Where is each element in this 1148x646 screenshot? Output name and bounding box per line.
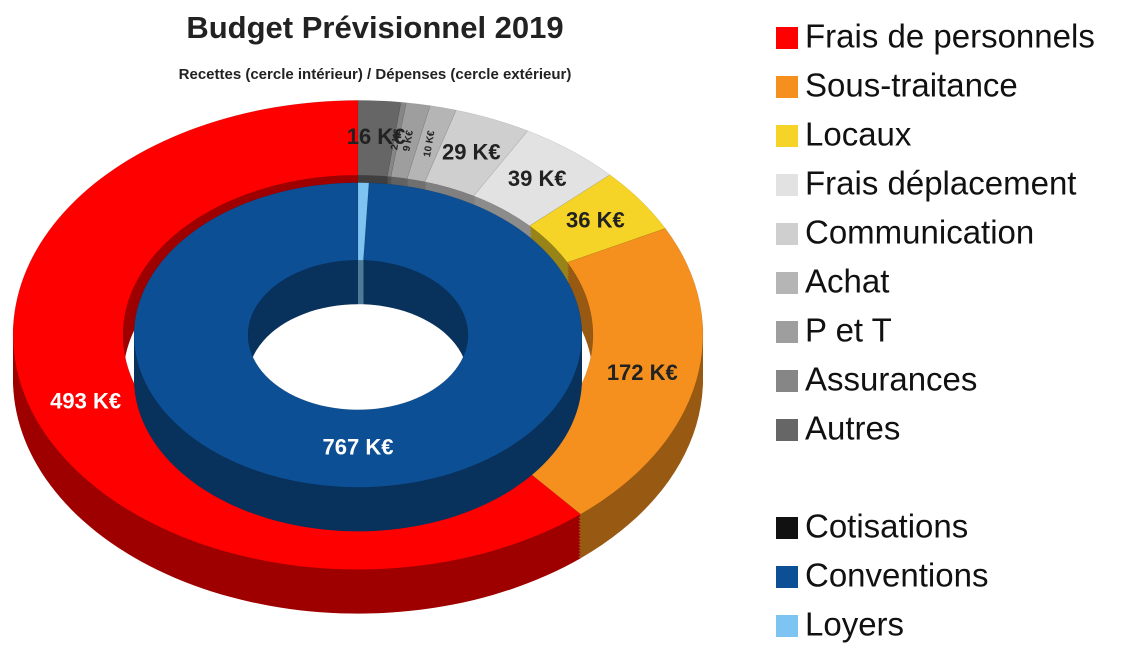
slice [424, 109, 529, 197]
legend-label: Frais déplacement [805, 165, 1076, 202]
legend-swatch [776, 321, 798, 343]
data-label: 493 K€ [50, 389, 121, 414]
legend-label: Loyers [805, 606, 904, 643]
legend-swatch [776, 223, 798, 245]
legend-label: Conventions [805, 557, 988, 594]
legend-swatch [776, 125, 798, 147]
legend-label: P et T [805, 312, 892, 349]
data-label: 36 K€ [566, 208, 625, 233]
legend-swatch [776, 370, 798, 392]
data-label: 767 K€ [323, 434, 394, 459]
legend-label: Communication [805, 214, 1034, 251]
data-label: 10 K€ [422, 129, 438, 158]
slice [406, 105, 457, 183]
legend-label: Frais de personnels [805, 18, 1095, 55]
legend-label: Autres [805, 410, 900, 447]
data-label: 16 K€ [347, 124, 406, 149]
legend-swatch [776, 27, 798, 49]
legend-swatch [776, 566, 798, 588]
legend-label: Achat [805, 263, 889, 300]
legend-label: Cotisations [805, 508, 968, 545]
legend-label: Assurances [805, 361, 977, 398]
slice [357, 182, 370, 261]
data-label: 2 K€ [389, 128, 404, 151]
legend-swatch [776, 272, 798, 294]
legend-swatch [776, 517, 798, 539]
data-label: 29 K€ [442, 139, 501, 164]
data-label: 172 K€ [607, 360, 678, 385]
data-label: 9 K€ [401, 129, 416, 152]
legend-swatch [776, 615, 798, 637]
slice [357, 100, 402, 177]
data-label: 39 K€ [508, 166, 567, 191]
legend-swatch [776, 419, 798, 441]
legend-swatch [776, 76, 798, 98]
legend-label: Sous-traitance [805, 67, 1018, 104]
legend-swatch [776, 174, 798, 196]
slice [390, 102, 431, 180]
chart-title: Budget Prévisionnel 2019 [186, 10, 563, 45]
legend-label: Locaux [805, 116, 912, 153]
slice [133, 182, 583, 488]
slice [12, 100, 582, 570]
chart-subtitle: Recettes (cercle intérieur) / Dépenses (… [179, 66, 572, 83]
